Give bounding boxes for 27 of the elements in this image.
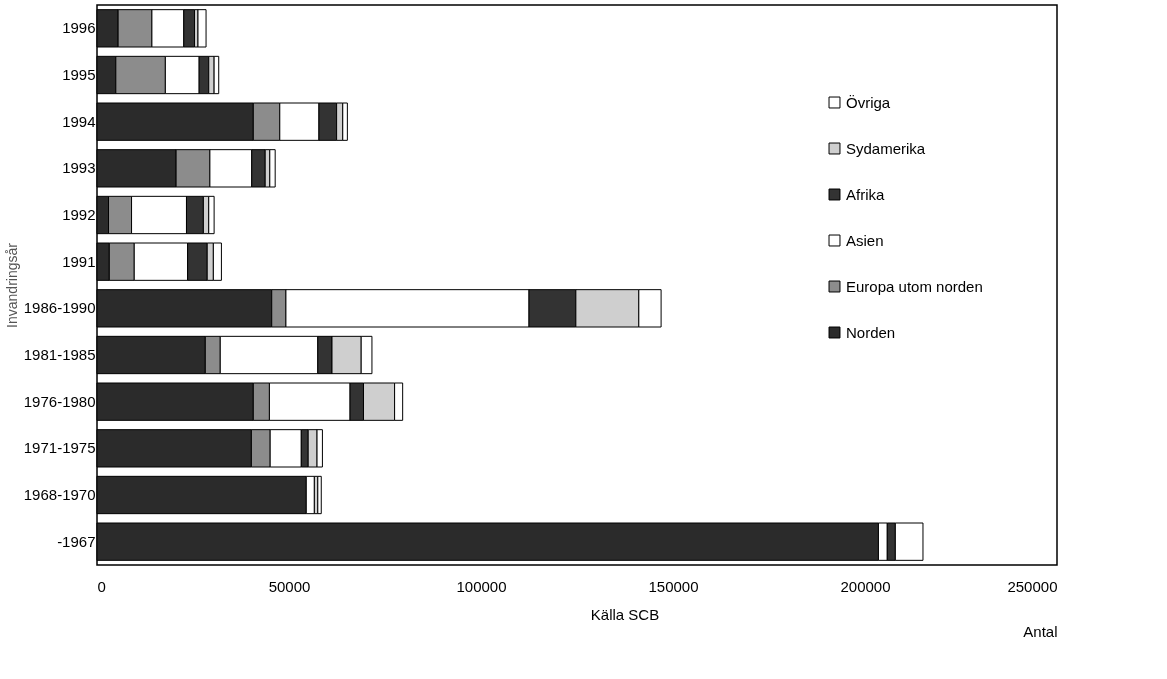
y-tick-label: 1993 bbox=[62, 159, 96, 177]
legend-label: Norden bbox=[846, 323, 896, 341]
legend-label: Asien bbox=[846, 231, 884, 249]
y-tick-label: 1991 bbox=[62, 252, 96, 270]
y-tick-label: 1986-1990 bbox=[23, 299, 96, 317]
y-tick-label: 1996 bbox=[62, 19, 96, 37]
x-axis-title: Antal bbox=[1023, 622, 1058, 640]
x-tick-label: 50000 bbox=[268, 577, 311, 595]
y-tick-label: 1994 bbox=[62, 112, 96, 130]
y-tick-label: 1968-1970 bbox=[23, 486, 96, 503]
y-tick-label: -1967 bbox=[57, 532, 96, 550]
x-tick-label: 250000 bbox=[1007, 577, 1058, 595]
legend-label: Europa utom norden bbox=[846, 277, 983, 295]
y-axis-title: Invandringsår bbox=[3, 242, 20, 328]
y-tick-label: 1992 bbox=[62, 206, 96, 223]
x-tick-label: 0 bbox=[97, 577, 106, 595]
x-tick-label: 200000 bbox=[840, 577, 891, 595]
y-tick-label: 1981-1985 bbox=[23, 346, 96, 363]
y-tick-label: 1971-1975 bbox=[23, 439, 96, 457]
legend-label: Sydamerika bbox=[846, 139, 926, 157]
legend-label: Övriga bbox=[846, 93, 891, 111]
y-tick-label: 1995 bbox=[62, 66, 96, 83]
x-tick-label: 100000 bbox=[456, 577, 507, 595]
x-tick-label: 150000 bbox=[648, 577, 699, 595]
y-tick-label: 1976-1980 bbox=[23, 392, 96, 410]
text: Källa SCB bbox=[590, 606, 660, 623]
legend-label: Afrika bbox=[846, 185, 885, 203]
